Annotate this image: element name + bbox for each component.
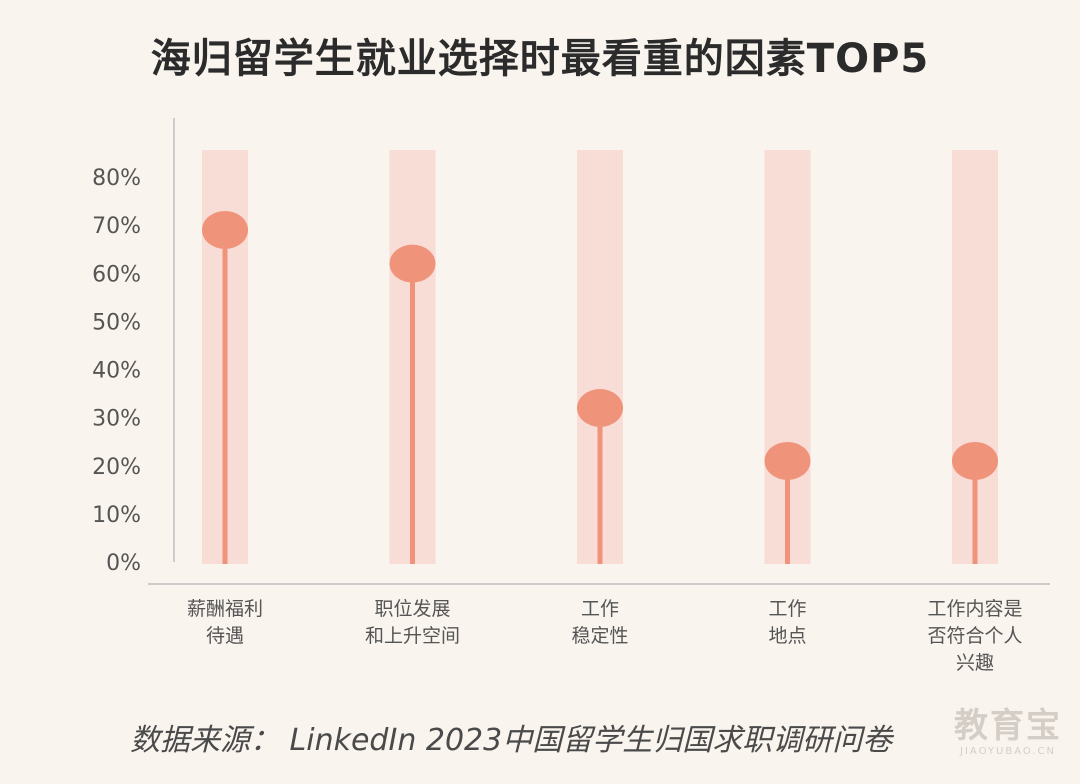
y-tick-label: 10% bbox=[92, 503, 141, 528]
x-category-label: 否符合个人 bbox=[927, 625, 1022, 647]
y-tick-label: 30% bbox=[92, 407, 141, 432]
x-category-label: 和上升空间 bbox=[365, 625, 460, 647]
source-note: 数据来源： LinkedIn 2023中国留学生归国求职调研问卷 bbox=[130, 723, 893, 758]
lollipop-marker bbox=[764, 441, 811, 480]
chart-title: 海归留学生就业选择时最看重的因素TOP5 bbox=[150, 36, 930, 82]
watermark-subtext: JIAOYUBAO.CN bbox=[960, 746, 1056, 757]
x-category-label: 工作内容是 bbox=[927, 598, 1022, 620]
watermark-logo: 教育宝 JIAOYUBAO.CN bbox=[954, 706, 1062, 758]
y-tick-label: 60% bbox=[92, 262, 141, 287]
watermark-text: 教育宝 bbox=[954, 706, 1062, 746]
x-category-label: 薪酬福利 bbox=[187, 598, 263, 620]
x-category-label: 兴趣 bbox=[956, 652, 994, 674]
x-category-label: 地点 bbox=[768, 625, 806, 647]
lollipop-marker bbox=[952, 441, 998, 480]
y-tick-label: 70% bbox=[92, 214, 141, 239]
lollipop-marker bbox=[389, 244, 436, 283]
y-tick-label: 0% bbox=[106, 551, 141, 576]
y-tick-label: 50% bbox=[92, 310, 141, 335]
x-category-label: 工作 bbox=[768, 598, 806, 620]
x-category-label: 待遇 bbox=[206, 625, 244, 647]
x-category-label: 职位发展 bbox=[374, 598, 450, 620]
y-tick-label: 20% bbox=[92, 455, 141, 480]
y-tick-label: 40% bbox=[92, 359, 141, 384]
x-category-label: 工作 bbox=[581, 598, 619, 620]
lollipop-marker bbox=[202, 210, 248, 249]
x-category-label: 稳定性 bbox=[571, 625, 628, 647]
lollipop-marker bbox=[577, 389, 623, 427]
y-tick-label: 80% bbox=[92, 166, 141, 191]
